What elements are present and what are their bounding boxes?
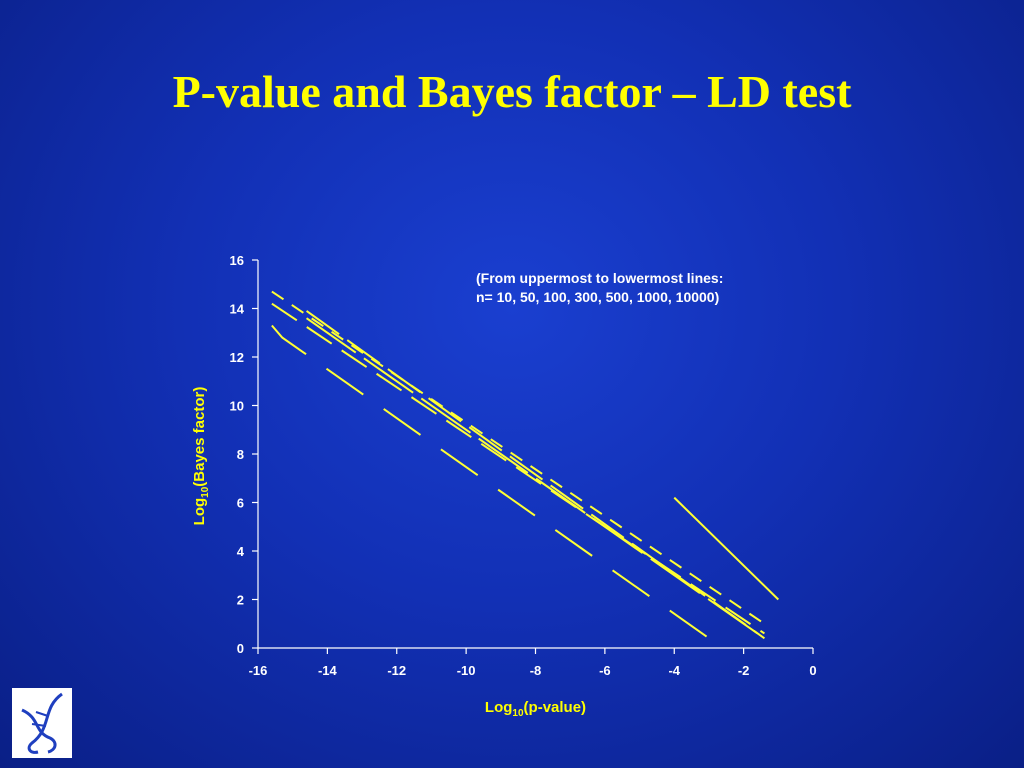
series-line-4	[305, 317, 762, 637]
y-tick-label: 12	[230, 350, 244, 365]
x-tick-label: -2	[738, 663, 750, 678]
labels-layer: -16 -14 -12 -10 -8 -6 -4 -2 0 0 2 4 6 8 10 12 14 16 Log10(…	[191, 253, 817, 719]
series-layer	[271, 290, 780, 652]
x-tick-label: -14	[318, 663, 338, 678]
logo	[12, 688, 72, 758]
y-tick-label: 0	[237, 641, 244, 656]
series-line-6	[673, 496, 780, 601]
series-line-2	[271, 302, 765, 635]
y-tick-label: 8	[237, 447, 244, 462]
x-tick-label: 0	[809, 663, 816, 678]
y-tick-label: 2	[237, 593, 244, 608]
x-tick-label: -10	[457, 663, 476, 678]
series-line-1	[271, 290, 765, 625]
y-tick-label: 6	[237, 496, 244, 511]
x-tick-label: -16	[249, 663, 268, 678]
series-line-5	[271, 324, 727, 652]
dna-logo-icon	[21, 692, 63, 754]
x-tick-label: -8	[530, 663, 542, 678]
y-tick-label: 4	[237, 544, 245, 559]
y-tick-label: 10	[230, 399, 244, 414]
x-axis-label: Log10(p-value)	[485, 699, 586, 719]
slide-title: P-value and Bayes factor – LD test	[172, 66, 852, 117]
chart-annotation-line: n= 10, 50, 100, 300, 500, 1000, 10000)	[476, 289, 719, 305]
x-tick-label: -12	[387, 663, 406, 678]
y-tick-label: 16	[230, 253, 244, 268]
x-tick-label: -4	[668, 663, 680, 678]
axes	[252, 259, 814, 654]
y-axis-label: Log10(Bayes factor)	[191, 387, 211, 526]
chart-annotation-line: (From uppermost to lowermost lines:	[476, 270, 723, 286]
y-tick-label: 14	[230, 302, 245, 317]
x-tick-label: -6	[599, 663, 611, 678]
